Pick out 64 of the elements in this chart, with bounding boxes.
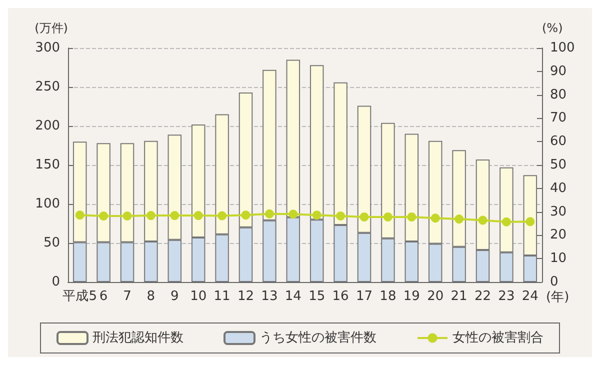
x-tick-label: 20 [427, 289, 444, 304]
y-tick-label: 0 [52, 274, 60, 290]
y-tick-label: 300 [35, 40, 60, 56]
x-tick-label: 13 [261, 289, 278, 304]
x-tick-label: 12 [237, 289, 254, 304]
x-tick-label: 8 [146, 289, 156, 304]
x-tick-label: 10 [190, 289, 207, 304]
x-tick-label: 21 [450, 289, 468, 304]
legend-label: うち女性の被害件数 [260, 330, 376, 346]
x-tick-label: 22 [474, 289, 492, 304]
x-tick-label: 14 [284, 289, 302, 304]
point [502, 217, 511, 226]
x-tick-label: 15 [308, 289, 326, 304]
point [312, 210, 322, 220]
point [288, 210, 298, 219]
legend-label: 刑法犯認知件数 [92, 330, 184, 346]
point [526, 217, 535, 226]
point [218, 211, 227, 220]
point [194, 211, 203, 220]
point [383, 212, 392, 222]
y-tick-label: 100 [35, 196, 60, 212]
point [407, 212, 416, 222]
y-tick-label: 250 [35, 80, 60, 94]
x-tick-label: 7 [123, 289, 132, 304]
x-tick-label: 6 [99, 289, 108, 304]
point [241, 210, 250, 220]
y2-tick-label: 50 [550, 158, 567, 172]
point [264, 209, 274, 218]
point [454, 214, 464, 224]
y2-tick-label: 90 [550, 64, 567, 79]
y2-tick-label: 40 [550, 180, 567, 196]
y2-tick-label: 60 [550, 134, 567, 150]
x-tick-label: 23 [498, 289, 515, 304]
y2-tick-label: 70 [550, 110, 567, 126]
x-tick-label: 19 [403, 289, 420, 304]
x-tick-label: 16 [332, 289, 349, 304]
point [75, 210, 84, 220]
point [360, 212, 369, 222]
point [170, 211, 180, 220]
point [336, 212, 346, 221]
point [122, 212, 132, 221]
y2-tick-label: 10 [550, 251, 567, 266]
legend-label: 女性の被害割合 [452, 330, 544, 346]
y2-tick-label: 100 [550, 40, 575, 56]
point [430, 214, 440, 223]
y2-tick-label: 30 [550, 204, 567, 220]
x-tick-label: 9 [170, 289, 179, 304]
y-tick-label: 200 [35, 118, 60, 134]
x-tick-label: 24 [522, 289, 538, 304]
y2-tick-label: 20 [550, 228, 567, 243]
y2-tick-label: 80 [550, 87, 567, 102]
x-tick-label: 18 [380, 289, 396, 304]
y-axis-title: (万件) [34, 21, 68, 35]
y-tick-label: 50 [43, 236, 60, 250]
y2-tick-label: 0 [550, 274, 558, 290]
x-axis-title: (年) [546, 290, 570, 305]
x-tick-label: 平成5 [62, 289, 97, 304]
point [146, 211, 156, 220]
y2-axis-title: (%) [542, 21, 563, 35]
point [478, 216, 488, 225]
x-tick-label: 17 [356, 289, 373, 304]
point [99, 212, 108, 221]
x-tick-label: 11 [214, 289, 230, 304]
y-tick-label: 150 [35, 158, 60, 172]
